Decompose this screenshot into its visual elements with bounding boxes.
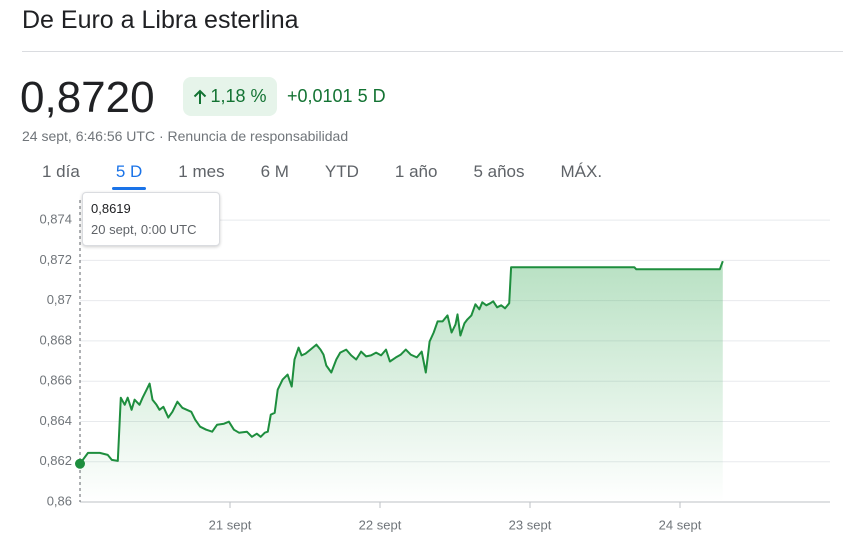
change-percent: 1,18 % xyxy=(210,86,267,106)
range-tabs: 1 día 5 D 1 mes 6 M YTD 1 año 5 años MÁX. xyxy=(24,160,620,190)
y-tick-label: 0,86 xyxy=(47,493,72,508)
range-tab[interactable]: 1 mes xyxy=(178,162,225,181)
x-tick-label: 21 sept xyxy=(209,517,252,532)
y-tick-label: 0,868 xyxy=(39,332,72,347)
area xyxy=(80,261,723,502)
arrow-up-icon xyxy=(194,89,207,104)
range-tab[interactable]: 5 años xyxy=(473,162,525,181)
price: 0,8720 xyxy=(20,73,155,122)
x-tick-label: 24 sept xyxy=(659,517,702,532)
disclaimer[interactable]: Renuncia de responsabilidad xyxy=(167,128,349,144)
range-tab[interactable]: MÁX. xyxy=(560,162,603,181)
y-tick-label: 0,872 xyxy=(39,252,72,267)
change-badge: 1,18 % xyxy=(183,77,277,116)
y-tick-label: 0,87 xyxy=(47,292,72,307)
tooltip-time: 20 sept, 0:00 UTC xyxy=(91,222,197,237)
range-tab[interactable]: YTD xyxy=(324,162,359,181)
range-tab[interactable]: 5 D xyxy=(98,160,160,190)
timestamp: 24 sept, 6:46:56 UTC xyxy=(22,128,156,144)
y-tick-label: 0,874 xyxy=(39,212,72,227)
x-tick-label: 22 sept xyxy=(359,517,402,532)
timestamp-line: 24 sept, 6:46:56 UTC · Renuncia de respo… xyxy=(22,128,348,144)
x-tick-label: 23 sept xyxy=(509,517,552,532)
tooltip-value: 0,8619 xyxy=(91,201,131,216)
range-tab[interactable]: 1 año xyxy=(394,162,438,181)
range-tab[interactable]: 1 día xyxy=(42,162,80,181)
y-tick-label: 0,864 xyxy=(39,413,72,428)
hover-point xyxy=(75,458,85,469)
title: De Euro a Libra esterlina xyxy=(22,6,299,34)
separator-dot: · xyxy=(158,128,164,144)
price-line xyxy=(79,260,724,465)
y-tick-label: 0,862 xyxy=(39,453,72,468)
range-tab[interactable]: 6 M xyxy=(260,162,289,181)
change: +0,0101 5 D xyxy=(287,86,386,107)
y-tick-label: 0,866 xyxy=(39,373,72,388)
tooltip: 0,8619 20 sept, 0:00 UTC xyxy=(82,192,220,246)
separator xyxy=(22,51,843,52)
change-period: 5 D xyxy=(357,86,386,106)
change-value: +0,0101 xyxy=(287,86,353,106)
